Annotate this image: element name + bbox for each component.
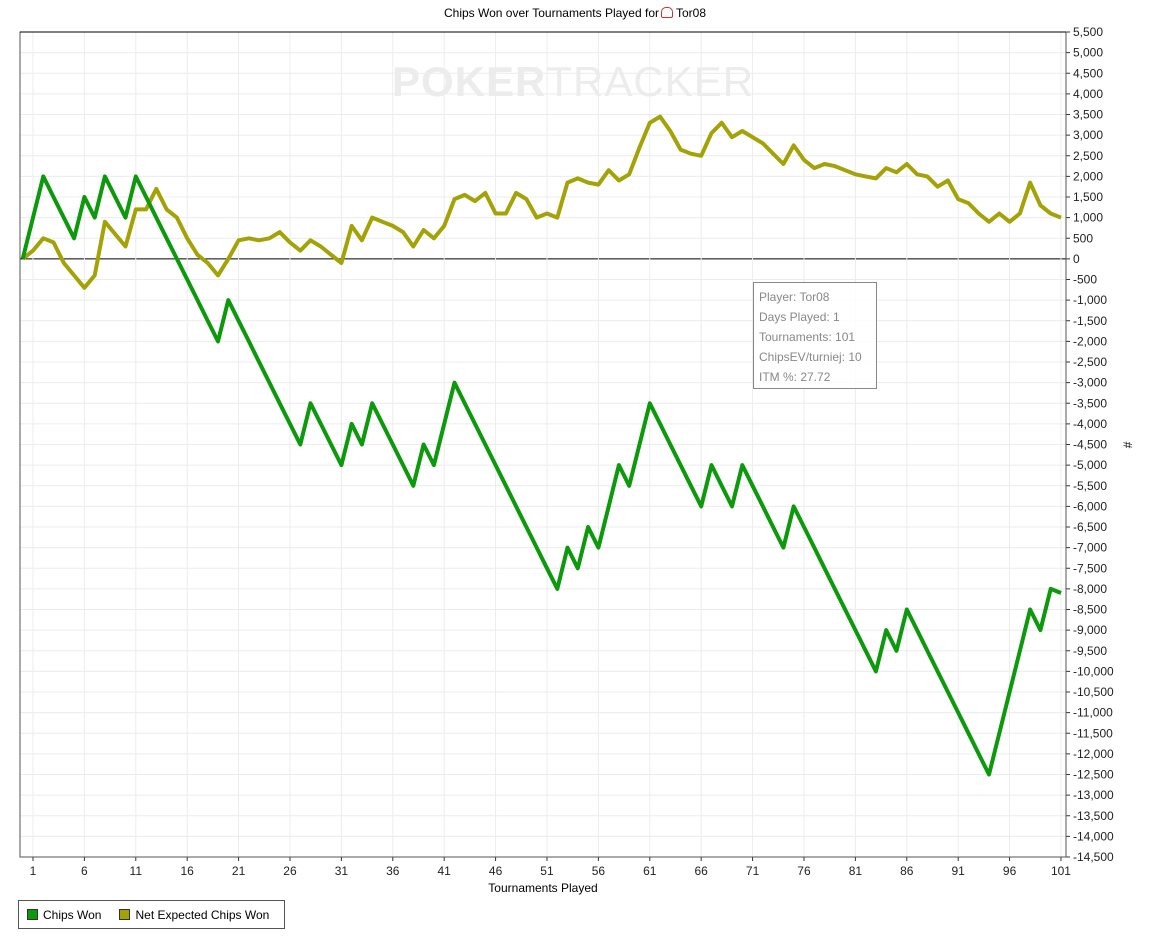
y-tick-label: 0 bbox=[1073, 252, 1080, 266]
chart-title-text: Chips Won over Tournaments Played for bbox=[443, 6, 659, 20]
y-tick-label: 1,000 bbox=[1073, 211, 1103, 225]
y-tick-label: 3,000 bbox=[1073, 128, 1103, 142]
player-icon bbox=[660, 7, 673, 18]
x-tick-label: 101 bbox=[1051, 864, 1071, 878]
x-tick-label: 71 bbox=[746, 864, 760, 878]
x-tick-label: 61 bbox=[643, 864, 657, 878]
y-tick-label: 1,500 bbox=[1073, 190, 1103, 204]
y-tick-label: -10,000 bbox=[1073, 664, 1114, 678]
y-tick-label: -5,000 bbox=[1073, 458, 1107, 472]
y-tick-label: -3,000 bbox=[1073, 376, 1107, 390]
y-tick-label: -12,500 bbox=[1073, 768, 1114, 782]
legend-item-chips-won[interactable]: Chips Won bbox=[27, 908, 101, 922]
player-tooltip: Player: Tor08 Days Played: 1 Tournaments… bbox=[753, 282, 877, 389]
y-tick-label: -6,000 bbox=[1073, 499, 1107, 513]
y-tick-label: -4,500 bbox=[1073, 438, 1107, 452]
y-tick-label: -12,000 bbox=[1073, 747, 1114, 761]
y-tick-label: -2,500 bbox=[1073, 355, 1107, 369]
x-tick-label: 51 bbox=[540, 864, 554, 878]
x-tick-label: 11 bbox=[130, 864, 143, 878]
y-tick-label: 3,500 bbox=[1073, 108, 1103, 122]
y-tick-label: 2,500 bbox=[1073, 149, 1103, 163]
tooltip-days-played: Days Played: 1 bbox=[759, 310, 840, 324]
y-tick-label: -4,000 bbox=[1073, 417, 1107, 431]
y-tick-label: 5,500 bbox=[1073, 25, 1103, 39]
legend-item-net-expected[interactable]: Net Expected Chips Won bbox=[119, 908, 269, 922]
y-tick-label: -7,000 bbox=[1073, 541, 1107, 555]
y-tick-label: -500 bbox=[1073, 273, 1097, 287]
legend-label: Chips Won bbox=[43, 907, 102, 922]
x-axis-label: Tournaments Played bbox=[488, 881, 598, 895]
x-tick-label: 26 bbox=[283, 864, 297, 878]
chart-title: Chips Won over Tournaments Played for Tor… bbox=[0, 6, 1150, 20]
y-tick-label: -9,000 bbox=[1073, 623, 1107, 637]
x-tick-label: 16 bbox=[181, 864, 195, 878]
y-tick-label: -1,000 bbox=[1073, 293, 1107, 307]
x-tick-label: 76 bbox=[797, 864, 811, 878]
y-tick-label: 500 bbox=[1073, 231, 1093, 245]
y-tick-label: -6,500 bbox=[1073, 520, 1107, 534]
x-tick-label: 66 bbox=[695, 864, 709, 878]
legend-swatch-chips-won bbox=[27, 908, 38, 920]
x-tick-label: 81 bbox=[849, 864, 863, 878]
x-tick-label: 41 bbox=[438, 864, 452, 878]
y-tick-label: -13,000 bbox=[1073, 788, 1114, 802]
y-tick-label: 5,000 bbox=[1073, 46, 1103, 60]
chart-title-player: Tor08 bbox=[675, 6, 707, 20]
y-tick-label: -2,000 bbox=[1073, 334, 1107, 348]
y-tick-label: 4,000 bbox=[1073, 87, 1103, 101]
x-tick-label: 31 bbox=[335, 864, 349, 878]
series-line-net-expected bbox=[21, 114, 1062, 290]
tooltip-tournaments: Tournaments: 101 bbox=[759, 330, 856, 344]
legend-label: Net Expected Chips Won bbox=[135, 907, 270, 922]
y-tick-label: -10,500 bbox=[1073, 685, 1114, 699]
legend-swatch-net-expected bbox=[119, 908, 131, 920]
tooltip-itm: ITM %: 27.72 bbox=[759, 370, 831, 384]
y-tick-label: -8,000 bbox=[1073, 582, 1107, 596]
x-tick-label: 91 bbox=[952, 864, 966, 878]
x-tick-label: 86 bbox=[900, 864, 914, 878]
x-tick-label: 46 bbox=[489, 864, 503, 878]
y-tick-label: -13,500 bbox=[1073, 809, 1114, 823]
x-tick-label: 56 bbox=[592, 864, 606, 878]
y-tick-label: 4,500 bbox=[1073, 66, 1103, 80]
y-tick-label: 2,000 bbox=[1073, 169, 1103, 183]
x-tick-label: 96 bbox=[1003, 864, 1017, 878]
y-tick-label: -8,500 bbox=[1073, 603, 1107, 617]
y-tick-label: -9,500 bbox=[1073, 644, 1107, 658]
tooltip-chips-ev: ChipsEV/turniej: 10 bbox=[759, 350, 862, 364]
y-tick-label: -3,500 bbox=[1073, 396, 1107, 410]
y-tick-label: -14,500 bbox=[1073, 850, 1114, 864]
y-tick-label: -1,500 bbox=[1073, 314, 1107, 328]
y-axis-label: # bbox=[1120, 441, 1135, 449]
y-tick-label: -11,000 bbox=[1073, 706, 1113, 720]
series-line-chips-won bbox=[20, 174, 1062, 777]
x-tick-label: 21 bbox=[232, 864, 246, 878]
x-tick-label: 6 bbox=[81, 864, 88, 878]
watermark-bold: POKER bbox=[392, 58, 547, 105]
x-tick-label: 36 bbox=[386, 864, 400, 878]
y-tick-label: -5,500 bbox=[1073, 479, 1107, 493]
x-tick-label: 1 bbox=[30, 864, 37, 878]
y-tick-label: -14,000 bbox=[1073, 829, 1114, 843]
legend: Chips Won Net Expected Chips Won bbox=[18, 900, 285, 929]
y-tick-label: -7,500 bbox=[1073, 561, 1107, 575]
y-tick-label: -11,500 bbox=[1073, 726, 1113, 740]
tooltip-player: Player: Tor08 bbox=[759, 290, 830, 304]
